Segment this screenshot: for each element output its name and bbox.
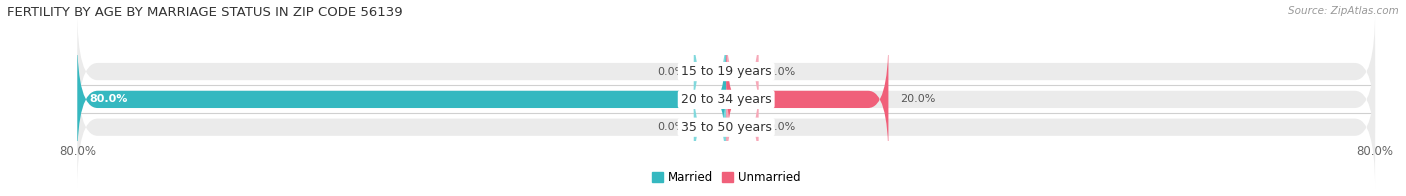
FancyBboxPatch shape (727, 38, 889, 160)
Text: 15 to 19 years: 15 to 19 years (681, 65, 772, 78)
FancyBboxPatch shape (727, 80, 759, 174)
FancyBboxPatch shape (77, 66, 1375, 188)
FancyBboxPatch shape (77, 38, 1375, 160)
FancyBboxPatch shape (693, 80, 727, 174)
Text: 0.0%: 0.0% (658, 122, 686, 132)
Text: 0.0%: 0.0% (766, 122, 794, 132)
Text: 0.0%: 0.0% (766, 67, 794, 77)
FancyBboxPatch shape (77, 11, 1375, 132)
Text: Source: ZipAtlas.com: Source: ZipAtlas.com (1288, 6, 1399, 16)
Text: 0.0%: 0.0% (658, 67, 686, 77)
Text: 80.0%: 80.0% (90, 94, 128, 104)
Legend: Married, Unmarried: Married, Unmarried (648, 166, 804, 189)
Text: FERTILITY BY AGE BY MARRIAGE STATUS IN ZIP CODE 56139: FERTILITY BY AGE BY MARRIAGE STATUS IN Z… (7, 6, 402, 19)
Text: 20.0%: 20.0% (901, 94, 936, 104)
Text: 20 to 34 years: 20 to 34 years (681, 93, 772, 106)
FancyBboxPatch shape (693, 24, 727, 119)
FancyBboxPatch shape (727, 24, 759, 119)
Text: 35 to 50 years: 35 to 50 years (681, 121, 772, 134)
FancyBboxPatch shape (77, 38, 727, 160)
